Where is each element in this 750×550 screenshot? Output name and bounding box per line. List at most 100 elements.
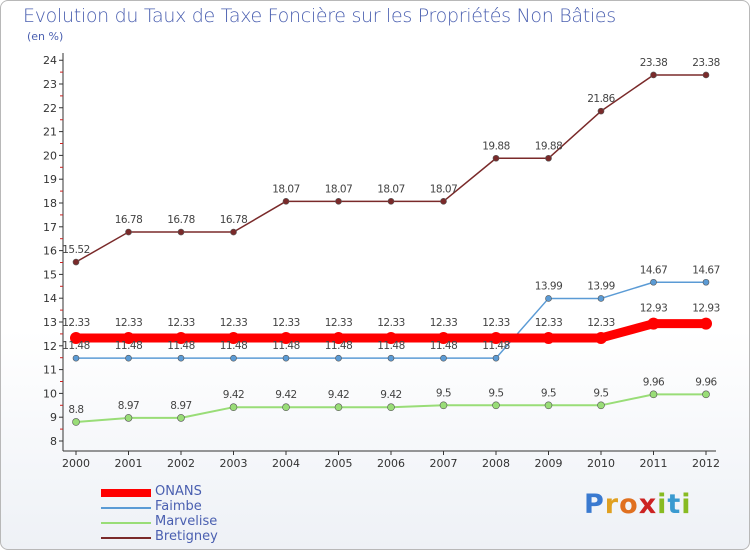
data-label-marvelise: 9.5 (488, 387, 503, 399)
y-tick-label: 16 (43, 245, 57, 258)
data-point-bretigney (650, 71, 657, 79)
data-point-bretigney (545, 154, 552, 162)
data-label-marvelise: 9.42 (223, 389, 244, 401)
data-point-faimbe (230, 354, 237, 362)
data-label-marvelise: 9.42 (380, 389, 401, 401)
data-point-onans (280, 331, 292, 344)
data-point-faimbe (282, 354, 290, 362)
data-point-onans (70, 331, 82, 344)
data-point-onans (700, 317, 712, 330)
data-point-faimbe (492, 354, 500, 362)
legend-swatch (101, 537, 151, 539)
logo-letter: P (584, 489, 605, 520)
data-point-onans (385, 331, 397, 344)
data-point-marvelise (439, 401, 448, 410)
data-label-onans: 12.33 (272, 317, 300, 329)
data-point-marvelise (492, 401, 500, 410)
legend-label: ONANS (155, 484, 202, 499)
data-label-bretigney: 18.07 (377, 183, 405, 195)
logo-letter: x (638, 489, 658, 520)
data-label-bretigney: 16.78 (115, 214, 143, 226)
y-tick-label: 17 (43, 221, 57, 234)
data-label-bretigney: 16.78 (167, 214, 195, 226)
data-point-faimbe (387, 354, 395, 362)
y-tick-label: 18 (43, 197, 57, 210)
data-label-bretigney: 15.52 (62, 244, 90, 256)
data-point-bretigney (492, 154, 500, 162)
data-point-bretigney (282, 198, 290, 205)
data-label-onans: 12.33 (115, 317, 143, 329)
data-point-marvelise (544, 401, 553, 410)
y-tick-label: 15 (43, 268, 57, 281)
data-point-onans (647, 317, 660, 330)
y-tick-label: 8 (50, 435, 57, 448)
data-point-faimbe (177, 354, 185, 362)
data-label-marvelise: 9.5 (541, 387, 556, 399)
y-tick-label: 13 (43, 316, 57, 329)
legend-label: Faimbe (155, 499, 202, 514)
data-label-onans: 12.33 (430, 317, 458, 329)
data-point-onans (595, 331, 607, 344)
y-tick-label: 24 (43, 54, 57, 67)
legend-label: Bretigney (155, 529, 218, 544)
y-tick-label: 19 (43, 173, 57, 186)
data-label-faimbe: 14.67 (692, 264, 720, 276)
y-tick-label: 14 (43, 292, 57, 305)
data-label-bretigney: 16.78 (220, 214, 248, 226)
legend-label: Marvelise (155, 514, 218, 529)
data-point-onans (542, 331, 555, 344)
data-label-onans: 12.93 (692, 303, 720, 315)
x-tick-label: 2008 (482, 457, 510, 470)
data-point-marvelise (229, 403, 238, 412)
data-label-faimbe: 14.67 (640, 264, 668, 276)
data-point-marvelise (177, 414, 185, 422)
data-label-marvelise: 9.42 (328, 389, 349, 401)
data-label-bretigney: 19.88 (535, 140, 563, 152)
data-point-onans (437, 331, 450, 344)
data-point-marvelise (72, 418, 80, 426)
data-point-bretigney (177, 228, 185, 236)
data-point-onans (332, 331, 345, 344)
data-label-faimbe: 11.48 (325, 340, 353, 352)
x-tick-label: 2007 (430, 457, 458, 470)
x-tick-label: 2011 (640, 457, 668, 470)
x-tick-label: 2003 (220, 457, 248, 470)
data-label-onans: 12.33 (587, 317, 615, 329)
data-label-marvelise: 8.97 (118, 400, 139, 412)
data-point-marvelise (334, 403, 343, 412)
x-tick-label: 2012 (692, 457, 720, 470)
y-tick-label: 22 (43, 102, 57, 115)
data-point-faimbe (545, 295, 552, 302)
logo-letter: i (681, 489, 692, 520)
y-tick-label: 23 (43, 78, 57, 91)
data-point-bretigney (125, 228, 132, 236)
data-point-bretigney (387, 198, 395, 205)
x-tick-label: 2005 (325, 457, 353, 470)
data-label-onans: 12.33 (167, 317, 195, 329)
data-point-faimbe (335, 354, 342, 362)
data-label-onans: 12.33 (62, 317, 90, 329)
data-label-onans: 12.93 (640, 303, 668, 315)
data-point-onans (122, 331, 135, 344)
y-tick-label: 21 (43, 126, 57, 139)
x-tick-label: 2009 (535, 457, 563, 470)
data-label-bretigney: 23.38 (640, 57, 668, 69)
data-point-marvelise (387, 403, 395, 412)
logo-letter: o (619, 489, 639, 520)
data-label-onans: 12.33 (482, 317, 510, 329)
data-point-faimbe (702, 278, 710, 286)
data-point-faimbe (597, 295, 605, 302)
data-label-faimbe: 11.48 (430, 340, 458, 352)
data-label-faimbe: 11.48 (272, 340, 300, 352)
data-label-marvelise: 9.5 (593, 387, 608, 399)
data-point-bretigney (702, 71, 710, 79)
logo-letter: i (657, 489, 668, 520)
y-tick-label: 20 (43, 149, 57, 162)
legend-swatch (101, 522, 151, 524)
data-point-faimbe (440, 354, 447, 362)
logo-letter: r (604, 489, 620, 520)
data-label-onans: 12.33 (220, 317, 248, 329)
data-label-faimbe: 13.99 (587, 280, 615, 292)
x-tick-label: 2006 (377, 457, 405, 470)
